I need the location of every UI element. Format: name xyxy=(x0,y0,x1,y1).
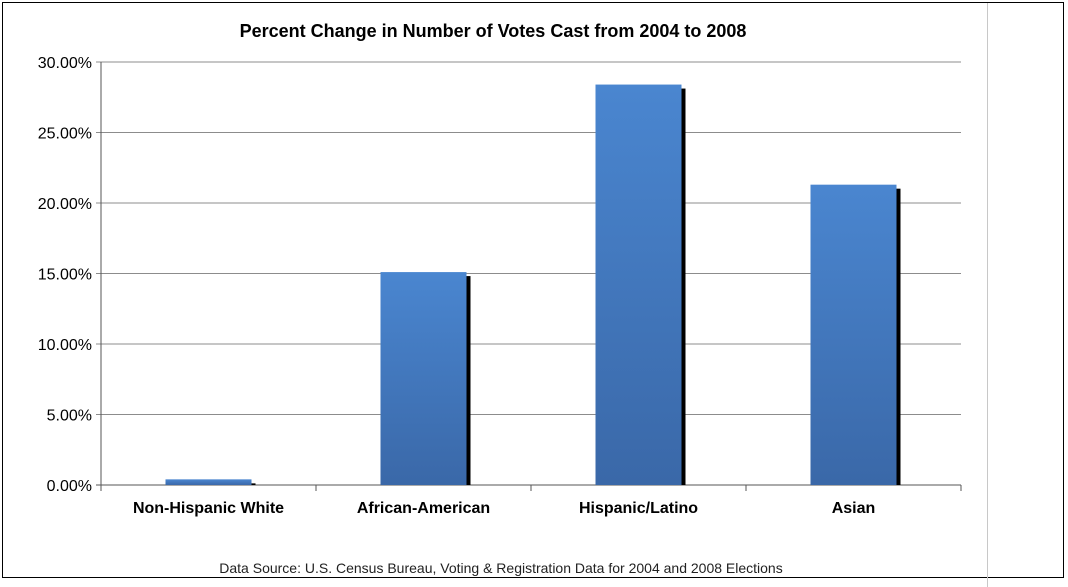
y-tick-label: 20.00% xyxy=(38,196,92,213)
bar xyxy=(810,184,897,486)
y-tick-label: 10.00% xyxy=(38,337,92,354)
y-tick-label: 30.00% xyxy=(38,55,92,72)
y-tick-label: 5.00% xyxy=(47,408,92,425)
y-tick-label: 25.00% xyxy=(38,126,92,143)
bar xyxy=(165,479,252,485)
y-tick-label: 0.00% xyxy=(47,478,92,495)
source-note: Data Source: U.S. Census Bureau, Voting … xyxy=(219,560,782,576)
category-label: Non-Hispanic White xyxy=(133,500,284,517)
category-label: African-American xyxy=(357,500,490,517)
category-label: Hispanic/Latino xyxy=(579,500,698,517)
bar xyxy=(595,84,682,485)
category-label: Asian xyxy=(832,500,876,517)
bar-chart: Percent Change in Number of Votes Cast f… xyxy=(38,21,962,576)
chart-title: Percent Change in Number of Votes Cast f… xyxy=(240,21,747,41)
right-divider xyxy=(987,3,988,587)
y-tick-label: 15.00% xyxy=(38,267,92,284)
bar xyxy=(380,272,467,485)
